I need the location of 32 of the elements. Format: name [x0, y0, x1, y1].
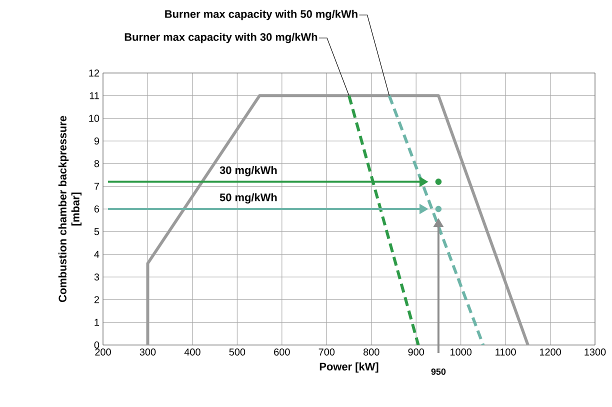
x-tick-label: 400 — [184, 348, 200, 356]
text: 950 — [431, 368, 446, 375]
x-tick-label: 1300 — [584, 348, 606, 356]
x-tick-label: 200 — [95, 348, 111, 356]
annotation: 30 mg/kWh — [220, 166, 277, 176]
y-tick-label: 10 — [89, 114, 100, 122]
y-tick-label: 5 — [94, 228, 100, 236]
x-tick-label: 1200 — [540, 348, 561, 356]
y-tick-label: 9 — [94, 137, 100, 145]
x-tick-label: 900 — [408, 348, 424, 356]
x-tick-label: 800 — [364, 348, 380, 356]
x-tick-label: 1000 — [450, 348, 472, 356]
x-tick-label: 700 — [318, 348, 335, 356]
y-tick-label: 3 — [94, 273, 100, 281]
x-axis-title: Power [kW] — [320, 362, 378, 373]
y-tick-label: 0 — [94, 341, 100, 349]
y-tick-label: 1 — [94, 318, 100, 326]
x-tick-label: 600 — [274, 348, 290, 356]
y-tick-label: 8 — [94, 160, 100, 168]
y-axis-title: Combustion chamber backpressure [mbar] — [58, 116, 82, 302]
annotation: Burner max capacity with 30 mg/kWh — [124, 32, 318, 44]
annotation: Burner max capacity with 50 mg/kWh — [165, 10, 358, 20]
y-tick-label: 6 — [94, 205, 100, 213]
y-tick-label: 2 — [94, 296, 99, 304]
y-tick-label: 4 — [94, 250, 100, 258]
x-tick-label: 500 — [229, 348, 246, 356]
y-tick-label: 11 — [90, 92, 100, 100]
y-tick-label: 12 — [89, 70, 99, 76]
x-tick-label: 300 — [140, 348, 156, 356]
annotation: 50 mg/kWh — [220, 193, 277, 204]
x-tick-label: 1100 — [496, 348, 516, 356]
y-tick-label: 7 — [94, 182, 99, 190]
